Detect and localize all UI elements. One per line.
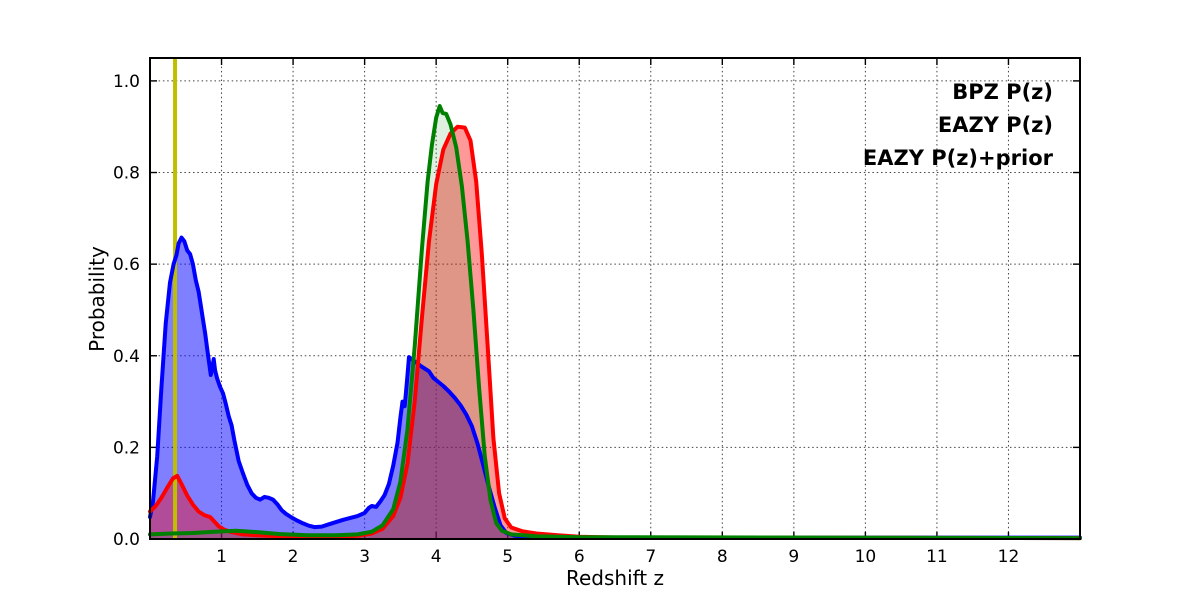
x-tick-label: 9	[788, 547, 799, 567]
x-tick-label: 3	[359, 547, 370, 567]
y-tick-label: 0.8	[113, 164, 140, 184]
series-line-1	[148, 124, 1082, 541]
x-tick-label: 11	[926, 547, 948, 567]
x-tick-label: 4	[431, 547, 442, 567]
x-tick-label: 2	[288, 547, 299, 567]
series-fill-1	[150, 126, 1080, 539]
y-tick-label: 0.2	[113, 438, 140, 458]
legend: BPZ P(z) EAZY P(z) EAZY P(z)+prior	[863, 80, 1054, 170]
y-axis-title: Probability	[85, 246, 109, 352]
y-tick-label: 1.0	[113, 72, 140, 92]
series-line-2	[148, 104, 1082, 541]
series-fill-0	[150, 237, 1080, 539]
x-tick-label: 8	[717, 547, 728, 567]
axes-frame	[149, 57, 1081, 540]
series-fill-2	[150, 106, 1080, 539]
legend-item-eazy-prior: EAZY P(z)+prior	[863, 146, 1054, 170]
x-axis-title: Redshift z	[566, 566, 664, 590]
x-tick-label: 6	[574, 547, 585, 567]
x-tick-label: 10	[855, 547, 877, 567]
x-tick-label: 1	[216, 547, 227, 567]
y-tick-label: 0.0	[113, 530, 140, 550]
y-tick-label: 0.6	[113, 255, 140, 275]
plot-area: 1 2 3 4 5 6 7 8 9 10 11 120.00.20.40.60.81.0	[113, 57, 1082, 567]
series-line-0	[148, 235, 1082, 540]
x-tick-label: 5	[502, 547, 513, 567]
x-tick-label: 7	[645, 547, 656, 567]
legend-item-eazy: EAZY P(z)	[938, 113, 1053, 137]
x-tick-label: 12	[998, 547, 1020, 567]
legend-item-bpz: BPZ P(z)	[952, 80, 1053, 104]
y-tick-label: 0.4	[113, 347, 140, 367]
